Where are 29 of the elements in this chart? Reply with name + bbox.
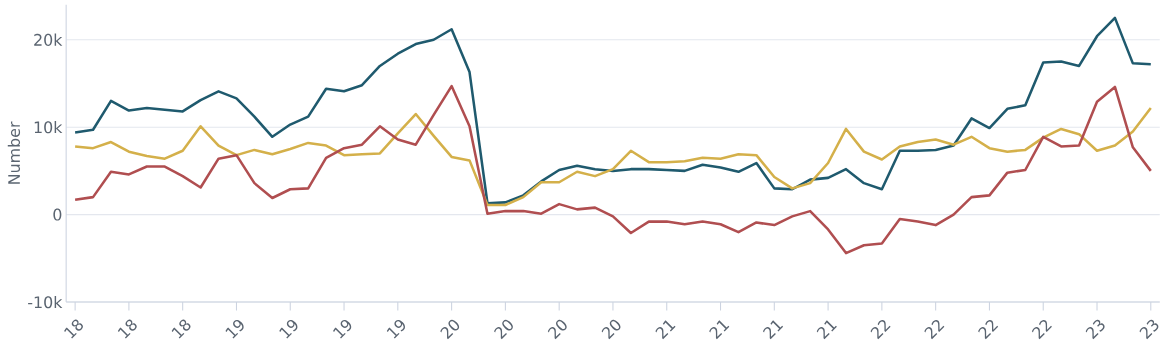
x-tick-label: 21 <box>709 320 730 339</box>
x-tick-label: 20 <box>494 319 513 339</box>
y-axis-title: Number <box>7 121 21 184</box>
x-tick-label: 22 <box>978 319 999 339</box>
x-tick-label: 20 <box>440 319 460 339</box>
x-tick-label: 19 <box>333 319 352 339</box>
x-tick-label: 21 <box>655 320 676 339</box>
x-tick-label: 22 <box>924 319 945 339</box>
x-tick-label: 18 <box>171 319 191 339</box>
y-tick-label: 20k <box>34 33 63 46</box>
x-tick-label: 21 <box>816 320 837 339</box>
line-series <box>73 84 1153 255</box>
x-tick-label: 22 <box>1031 319 1052 339</box>
x-tick-label: 23 <box>1085 319 1105 339</box>
x-tick-label: 19 <box>386 319 405 339</box>
x-tick-label: 19 <box>225 319 244 339</box>
x-tick-label: 20 <box>601 319 621 339</box>
x-tick-label: 18 <box>64 319 83 339</box>
y-tick-label: 0 <box>53 208 62 221</box>
x-tick-label: 18 <box>117 319 137 339</box>
x-tick-label: 21 <box>762 320 784 339</box>
line-series <box>73 106 1153 207</box>
y-tick-label: 10k <box>34 120 63 134</box>
x-tick-label: 20 <box>547 319 567 339</box>
line-series <box>73 16 1153 205</box>
y-tick-label: -10k <box>28 295 63 309</box>
x-tick-label: 19 <box>279 319 298 339</box>
x-tick-label: 22 <box>870 319 891 339</box>
x-tick-label: 23 <box>1139 319 1159 339</box>
